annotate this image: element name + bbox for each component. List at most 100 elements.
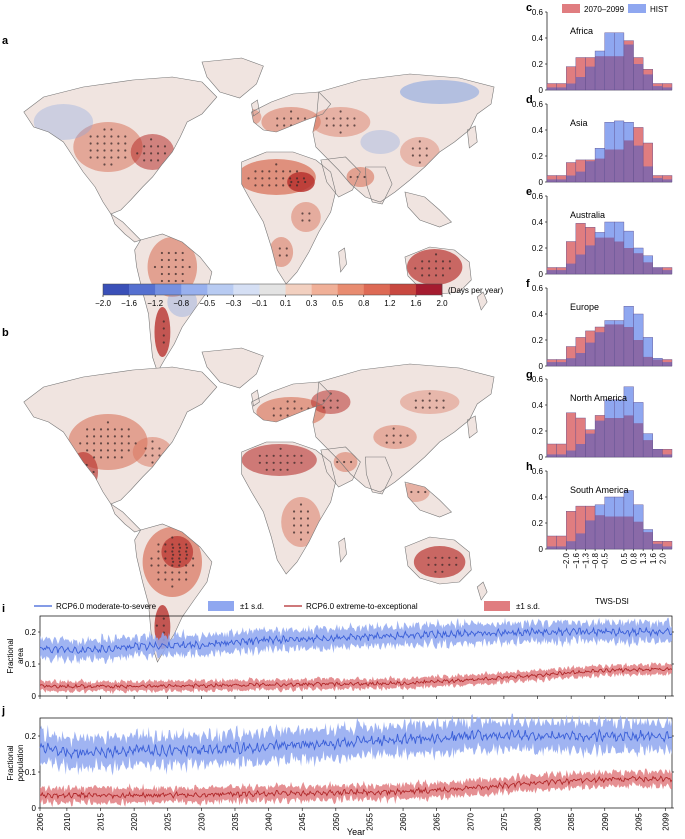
sig-dot [306, 510, 310, 513]
anomaly-region [154, 307, 171, 357]
coast-europe [251, 91, 332, 133]
sig-dot [300, 414, 303, 417]
x-tick-label: −1.6 [572, 552, 581, 568]
panel-label-e: e [526, 186, 532, 198]
sig-dot [192, 564, 195, 567]
sig-dot [156, 145, 160, 148]
x-tick-label: 2045 [298, 812, 307, 830]
colorbar-tick-label: 0.5 [332, 299, 344, 308]
bar-future [566, 66, 576, 90]
sig-dot [120, 442, 123, 445]
bar-future [556, 83, 567, 90]
sig-dot [289, 170, 292, 173]
bar-overlap [652, 178, 663, 182]
bar-outline [662, 540, 673, 550]
sig-dot [411, 154, 414, 157]
x-tick-label: 2010 [63, 812, 72, 830]
sig-dot [127, 442, 130, 445]
moderate-to-severe-sd-band [40, 617, 672, 665]
coast-greenland [201, 57, 264, 99]
bar-overlap [614, 324, 624, 366]
sig-dot [85, 477, 88, 481]
sig-dot [336, 406, 339, 409]
sig-dot [167, 279, 170, 283]
sig-dot [441, 260, 445, 263]
sig-dot [106, 428, 110, 431]
sig-dot [293, 454, 296, 457]
y-tick-label: 0.6 [532, 100, 544, 109]
anomaly-region [147, 237, 198, 297]
y-tick-label: 0.2 [532, 519, 544, 528]
sig-dot [290, 131, 293, 134]
panel-label-a: a [2, 35, 9, 47]
sig-dot [110, 142, 113, 145]
panel-label-d: d [526, 94, 533, 106]
bar-future [662, 175, 672, 182]
bar-future [575, 159, 586, 182]
colorbar-swatch [181, 284, 208, 295]
sig-dot [151, 447, 154, 450]
land-japan [467, 416, 478, 438]
sig-dot [295, 177, 299, 180]
sig-dot [261, 184, 264, 187]
sig-dot [441, 267, 445, 270]
sig-dot [299, 517, 303, 520]
x-axis-label: TWS-DSI [595, 597, 629, 606]
bar-overlap [585, 161, 596, 182]
sig-dot [258, 461, 261, 464]
sig-dot [303, 117, 307, 120]
coast-new-zealand [476, 291, 488, 311]
sig-dot [427, 556, 430, 559]
bar-outline [633, 402, 644, 458]
land-central-america [110, 214, 141, 242]
x-tick-label: 2090 [601, 812, 610, 830]
sig-dot [300, 461, 303, 464]
sig-dot [164, 578, 167, 581]
bar-overlap [652, 449, 663, 457]
sig-dot [127, 435, 130, 438]
sig-dot [124, 142, 127, 145]
bar-future [547, 536, 557, 549]
region-name: Europe [570, 302, 599, 312]
colorbar-swatch [233, 284, 260, 295]
coast-madagascar [338, 537, 347, 563]
sig-dot [185, 578, 188, 581]
sig-dot [172, 546, 175, 549]
moderate-to-severe-sd-band [40, 713, 672, 776]
sig-dot [99, 428, 103, 431]
sig-dot [304, 180, 307, 184]
y-tick-label: 0.4 [532, 218, 544, 227]
anomaly-region [161, 536, 194, 568]
sig-dot [279, 407, 282, 410]
sig-dot [278, 247, 281, 250]
sig-dot [160, 265, 163, 269]
sig-dot [290, 180, 293, 184]
sig-dot [162, 617, 165, 620]
y-tick-label: 0.6 [532, 375, 544, 384]
sig-dot [286, 421, 289, 424]
colorbar-tick-label: −0.3 [225, 299, 241, 308]
sig-dot [164, 571, 167, 574]
coast-arabia [320, 446, 361, 488]
sig-dot [399, 441, 402, 444]
sig-dot [150, 138, 153, 141]
sig-dot [127, 449, 130, 452]
sig-dot [171, 550, 174, 553]
sig-dot [93, 456, 96, 459]
sig-dot [162, 624, 165, 627]
coast-north-america [23, 366, 218, 505]
y-tick-label: 0 [32, 804, 37, 813]
bar-overlap [575, 171, 586, 182]
sig-dot [150, 145, 153, 148]
sig-dot [162, 341, 165, 344]
sig-dot [153, 265, 157, 269]
sig-dot [113, 428, 116, 431]
x-tick-label: 2095 [634, 812, 643, 830]
sig-dot [441, 274, 445, 277]
land-greenland [202, 348, 264, 388]
bar-overlap [604, 149, 615, 182]
y-tick-label: 0.2 [532, 152, 544, 161]
sig-dot [332, 124, 335, 127]
moderate-to-severe-line [39, 728, 673, 760]
sig-dot [181, 265, 184, 269]
